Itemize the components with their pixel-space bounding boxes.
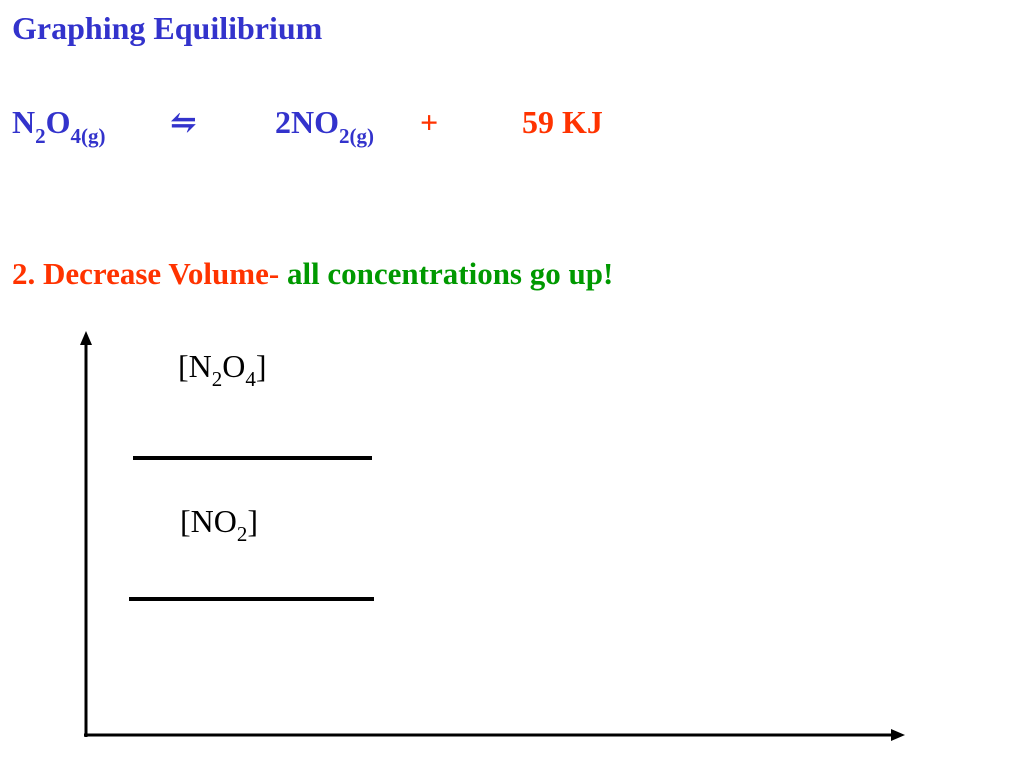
subscript: 2: [211, 367, 223, 391]
plus: +: [420, 104, 439, 140]
label-text: [N: [178, 348, 212, 384]
subscript: 2(g): [339, 124, 374, 148]
label-text: O: [222, 348, 246, 384]
no2-label: [NO2]: [180, 503, 259, 545]
subscript: 4: [245, 367, 256, 391]
label-text: [NO: [180, 503, 237, 539]
x-axis-arrow: [891, 729, 905, 741]
statement-lead: 2. Decrease Volume-: [12, 256, 280, 291]
subscript: 4(g): [70, 124, 106, 148]
symbol: N: [12, 104, 36, 140]
reactant: N2O4(g): [12, 104, 106, 147]
subscript: 2: [236, 522, 248, 546]
symbol: 2NO: [275, 104, 339, 140]
statement-result: all concentrations go up!: [286, 256, 614, 291]
title: Graphing Equilibrium: [12, 10, 323, 46]
n2o4-label: [N2O4]: [178, 348, 267, 390]
label-text: ]: [247, 503, 259, 539]
y-axis-arrow: [80, 331, 92, 345]
equilibrium-arrow: ⇋: [170, 104, 197, 140]
product: 2NO2(g): [275, 104, 374, 147]
statement: 2. Decrease Volume- all concentrations g…: [12, 258, 613, 289]
label-text: ]: [255, 348, 267, 384]
symbol: O: [45, 104, 71, 140]
energy: 59 KJ: [522, 104, 603, 140]
subscript: 2: [35, 124, 46, 148]
